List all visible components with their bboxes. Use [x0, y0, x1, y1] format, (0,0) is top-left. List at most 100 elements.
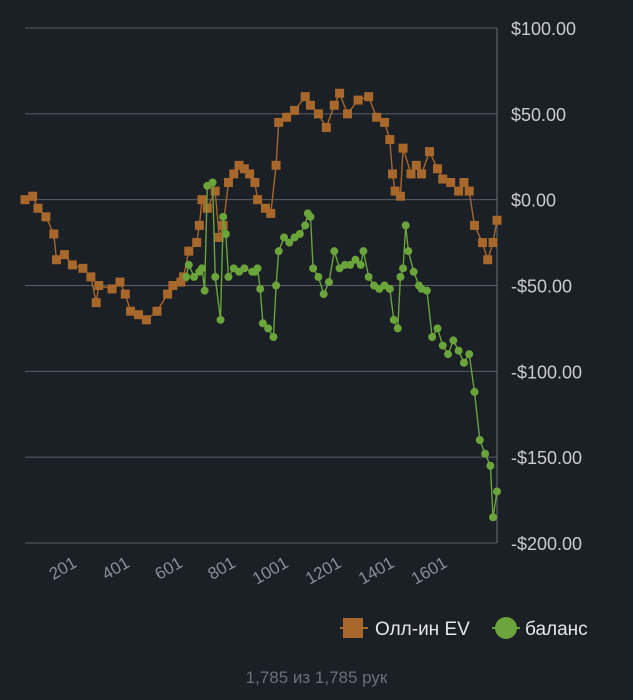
- legend-item-balance[interactable]: баланс: [492, 617, 588, 640]
- data-point: [229, 169, 239, 179]
- data-point: [464, 186, 474, 196]
- data-point: [91, 298, 101, 308]
- data-point: [59, 250, 69, 260]
- data-point: [197, 195, 207, 205]
- data-point: [274, 117, 284, 127]
- data-point: [256, 284, 265, 293]
- data-point: [459, 358, 468, 367]
- data-point: [433, 324, 442, 333]
- data-point: [107, 284, 117, 294]
- series-layer: [20, 88, 502, 522]
- series-1: [20, 88, 502, 325]
- x-tick-label: 1401: [355, 553, 397, 588]
- x-tick-label: 601: [152, 553, 186, 584]
- x-tick-label: 201: [46, 553, 80, 584]
- data-point: [321, 123, 331, 133]
- data-point: [253, 264, 262, 273]
- data-point: [324, 278, 333, 287]
- data-point: [300, 92, 310, 102]
- data-point: [51, 255, 61, 265]
- data-point: [290, 105, 300, 115]
- data-point: [356, 260, 365, 269]
- y-tick-label: $100.00: [511, 19, 576, 39]
- data-point: [486, 461, 495, 470]
- data-point: [493, 487, 501, 496]
- data-point: [216, 315, 225, 324]
- data-point: [152, 306, 162, 316]
- data-point: [390, 186, 400, 196]
- data-point: [396, 272, 405, 281]
- data-point: [245, 169, 255, 179]
- data-point: [351, 255, 360, 264]
- data-point: [422, 286, 431, 295]
- data-point: [250, 178, 260, 187]
- data-point: [214, 232, 224, 242]
- data-point: [184, 260, 193, 269]
- data-point: [364, 272, 373, 281]
- data-point: [198, 264, 206, 273]
- data-point: [211, 272, 220, 281]
- data-point: [359, 247, 368, 256]
- data-point: [444, 350, 453, 359]
- x-tick-layer: 201 401 601 801 1001 1201 1401 1601: [46, 553, 450, 588]
- data-point: [488, 238, 498, 248]
- data-point: [404, 247, 413, 256]
- data-point: [20, 195, 30, 205]
- legend-label: Олл-ин EV: [375, 619, 470, 640]
- data-point: [269, 333, 278, 341]
- legend-label: баланс: [525, 619, 588, 640]
- data-point: [393, 324, 402, 333]
- legend-square-icon: [343, 618, 363, 638]
- data-point: [28, 191, 38, 201]
- data-point: [120, 289, 130, 299]
- data-point: [395, 191, 405, 201]
- data-point: [380, 117, 390, 127]
- data-point: [364, 92, 374, 102]
- data-point: [329, 100, 339, 110]
- data-point: [115, 277, 125, 287]
- data-point: [470, 387, 479, 396]
- data-point: [477, 238, 487, 248]
- y-tick-label: -$150.00: [511, 448, 582, 468]
- y-tick-label: $0.00: [511, 191, 556, 211]
- x-tick-label: 401: [99, 553, 133, 584]
- series-2: [182, 178, 501, 522]
- x-tick-label: 1601: [408, 553, 450, 588]
- data-point: [492, 215, 502, 225]
- data-point: [399, 264, 408, 273]
- data-point: [411, 160, 421, 170]
- y-tick-label: -$50.00: [511, 277, 572, 297]
- data-point: [372, 112, 382, 122]
- legend: Олл-ин EV баланс: [340, 617, 588, 640]
- data-point: [425, 147, 435, 157]
- data-point: [190, 272, 199, 281]
- data-point: [438, 174, 448, 184]
- data-point: [49, 229, 59, 239]
- data-point: [168, 281, 178, 290]
- data-point: [219, 212, 228, 221]
- data-point: [432, 164, 442, 174]
- data-point: [465, 350, 474, 359]
- data-point: [454, 346, 463, 355]
- data-point: [200, 286, 209, 295]
- data-point: [406, 169, 416, 179]
- data-point: [314, 272, 323, 281]
- data-point: [428, 333, 437, 341]
- data-point: [459, 178, 469, 187]
- data-point: [208, 178, 217, 187]
- data-point: [184, 246, 194, 256]
- y-tick-layer: $100.00 $50.00 $0.00 -$50.00 -$100.00 -$150.0…: [511, 19, 582, 554]
- x-tick-label: 1201: [302, 553, 344, 588]
- data-point: [438, 341, 447, 350]
- data-point: [454, 186, 464, 196]
- data-point: [401, 221, 410, 230]
- data-point: [258, 319, 267, 328]
- data-point: [33, 203, 43, 213]
- y-tick-label: $50.00: [511, 105, 566, 125]
- data-point: [223, 178, 233, 187]
- series-line: [185, 181, 498, 518]
- legend-item-ev[interactable]: Олл-ин EV: [340, 618, 470, 640]
- x-tick-label: 1001: [249, 553, 291, 588]
- data-point: [274, 247, 283, 256]
